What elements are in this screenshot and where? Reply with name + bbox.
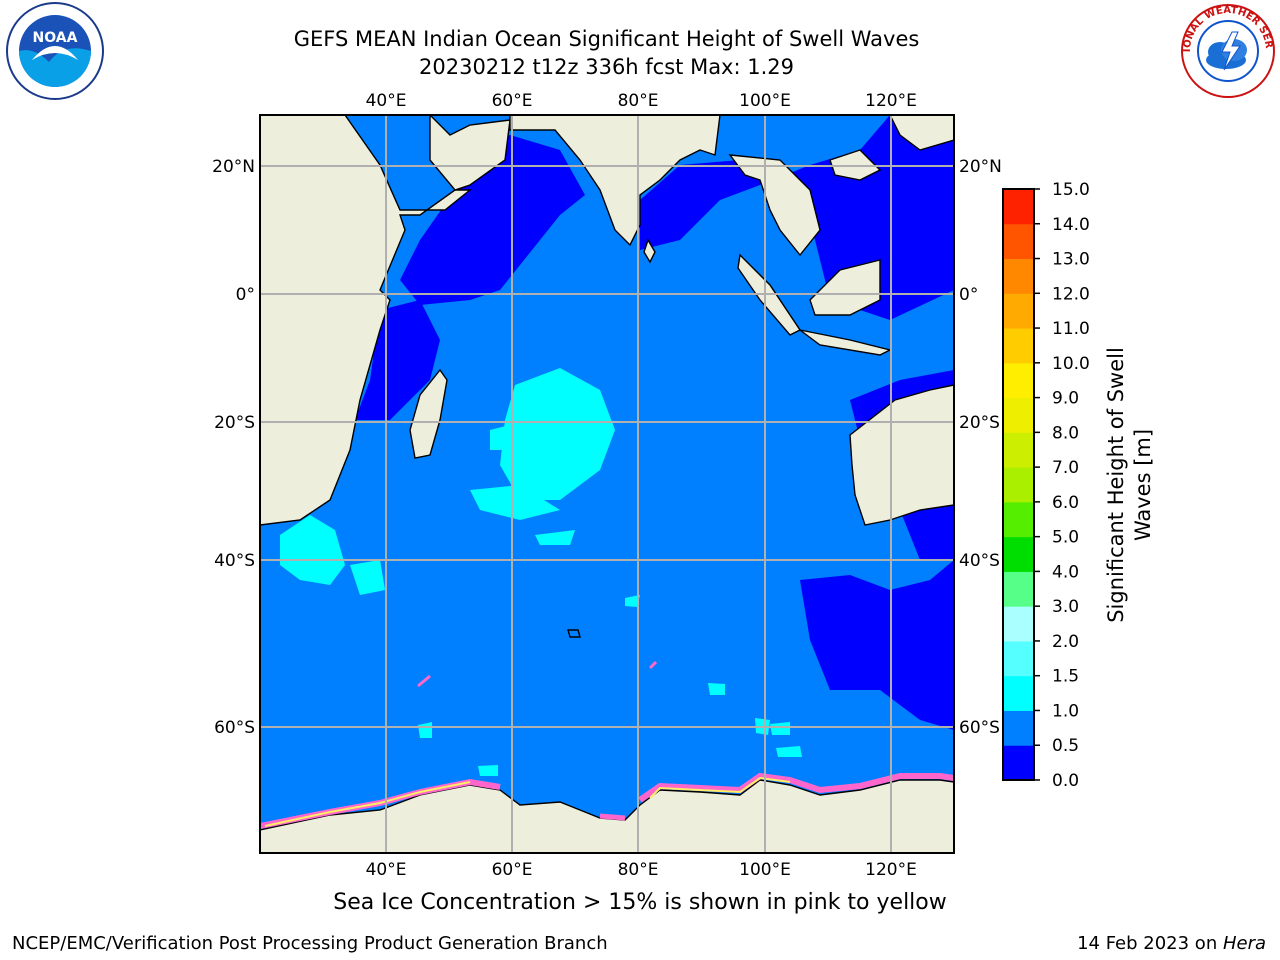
noaa-logo-text: NOAA: [33, 30, 78, 46]
lon-tick-bottom: 40°E: [366, 860, 407, 880]
colorbar-frame: [1002, 188, 1035, 781]
colorbar-segment: [1003, 536, 1034, 572]
colorbar-ticks: 0.0 0.5 1.0 1.5 2.0 3.0 4.0 5.0 6.0 7.0 8.0 9.0 10.0…: [1034, 180, 1090, 791]
colorbar-segment: [1003, 640, 1034, 677]
lat-tick-left: 20°N: [212, 157, 255, 177]
lat-tick-left: 0°: [236, 285, 255, 305]
mid-swell-regions: [280, 368, 802, 776]
colorbar-tick-label: 7.0: [1052, 458, 1079, 478]
lat-tick-right: 60°S: [959, 718, 1000, 738]
colorbar-segment: [1003, 397, 1034, 433]
lon-tick-top: 120°E: [865, 91, 917, 111]
colorbar-tick-label: 2.0: [1052, 632, 1079, 652]
colorbar-segment: [1003, 467, 1034, 503]
colorbar-tick-label: 14.0: [1052, 215, 1090, 235]
map-caption: Sea Ice Concentration > 15% is shown in …: [333, 890, 947, 915]
map-frame: [259, 114, 955, 854]
chart-subtitle: 20230212 t12z 336h fcst Max: 1.29: [419, 55, 794, 79]
lat-ticks-left: 20°N 0° 20°S 40°S 60°S: [212, 157, 255, 738]
lat-tick-left: 40°S: [214, 551, 255, 571]
colorbar-segment: [1003, 258, 1034, 294]
colorbar-segment: [1003, 571, 1034, 607]
colorbar-tick-label: 1.0: [1052, 701, 1079, 721]
colorbar-label-line2: Waves [m]: [1131, 429, 1155, 541]
colorbar-segment: [1003, 501, 1034, 538]
colorbar-tick-label: 0.5: [1052, 736, 1079, 756]
lat-ticks-right: 20°N 0° 20°S 40°S 60°S: [959, 157, 1002, 738]
nws-logo-icon: NATIONAL WEATHER SERVICE: [1178, 2, 1275, 98]
colorbar-segment: [1003, 223, 1034, 260]
colorbar-segment: [1003, 675, 1034, 711]
footer-date-text: 14 Feb 2023 on: [1077, 933, 1223, 954]
colorbar-tick-label: 13.0: [1052, 250, 1090, 270]
lon-tick-top: 80°E: [618, 91, 659, 111]
colorbar: [1002, 188, 1035, 781]
chart-title: GEFS MEAN Indian Ocean Significant Heigh…: [293, 27, 920, 51]
colorbar-tick-label: 9.0: [1052, 389, 1079, 409]
colorbar-segment: [1003, 745, 1034, 781]
colorbar-tick-label: 5.0: [1052, 528, 1079, 548]
footer-date: 14 Feb 2023 on Hera: [1077, 933, 1266, 954]
colorbar-tick-label: 12.0: [1052, 284, 1090, 304]
colorbar-segment: [1003, 293, 1034, 329]
colorbar-segment: [1003, 362, 1034, 399]
colorbar-tick-label: 11.0: [1052, 319, 1090, 339]
colorbar-segment: [1003, 432, 1034, 468]
lon-ticks-bottom: 40°E 60°E 80°E 100°E 120°E: [366, 860, 917, 880]
lon-tick-top: 60°E: [492, 91, 533, 111]
colorbar-tick-label: 0.0: [1052, 771, 1079, 791]
colorbar-segment: [1003, 710, 1034, 746]
lon-tick-bottom: 60°E: [492, 860, 533, 880]
footer-credit: NCEP/EMC/Verification Post Processing Pr…: [12, 933, 608, 954]
map-gridlines: [260, 115, 954, 853]
lat-tick-left: 60°S: [214, 718, 255, 738]
lat-tick-right: 40°S: [959, 551, 1000, 571]
colorbar-tick-label: 8.0: [1052, 423, 1079, 443]
lon-tick-bottom: 100°E: [739, 860, 791, 880]
colorbar-segment: [1003, 189, 1034, 225]
lon-ticks-top: 40°E 60°E 80°E 100°E 120°E: [366, 91, 917, 111]
lon-tick-top: 40°E: [366, 91, 407, 111]
lon-tick-top: 100°E: [739, 91, 791, 111]
colorbar-tick-label: 15.0: [1052, 180, 1090, 200]
footer-host: Hera: [1222, 933, 1266, 954]
colorbar-tick-label: 1.5: [1052, 667, 1079, 687]
colorbar-tick-label: 4.0: [1052, 562, 1079, 582]
colorbar-label-line1: Significant Height of Swell: [1104, 347, 1128, 623]
colorbar-segment: [1003, 328, 1034, 364]
colorbar-tick-label: 10.0: [1052, 354, 1090, 374]
colorbar-segment: [1003, 606, 1034, 642]
lat-tick-right: 20°S: [959, 413, 1000, 433]
kerguelen-island: [567, 629, 581, 638]
lon-tick-bottom: 120°E: [865, 860, 917, 880]
lat-tick-right: 0°: [959, 285, 978, 305]
colorbar-tick-label: 3.0: [1052, 597, 1079, 617]
noaa-logo-icon: NOAA: [6, 2, 104, 100]
lon-tick-bottom: 80°E: [618, 860, 659, 880]
map-panel: [260, 115, 954, 853]
lat-tick-left: 20°S: [214, 413, 255, 433]
colorbar-tick-label: 6.0: [1052, 493, 1079, 513]
lat-tick-right: 20°N: [959, 157, 1002, 177]
